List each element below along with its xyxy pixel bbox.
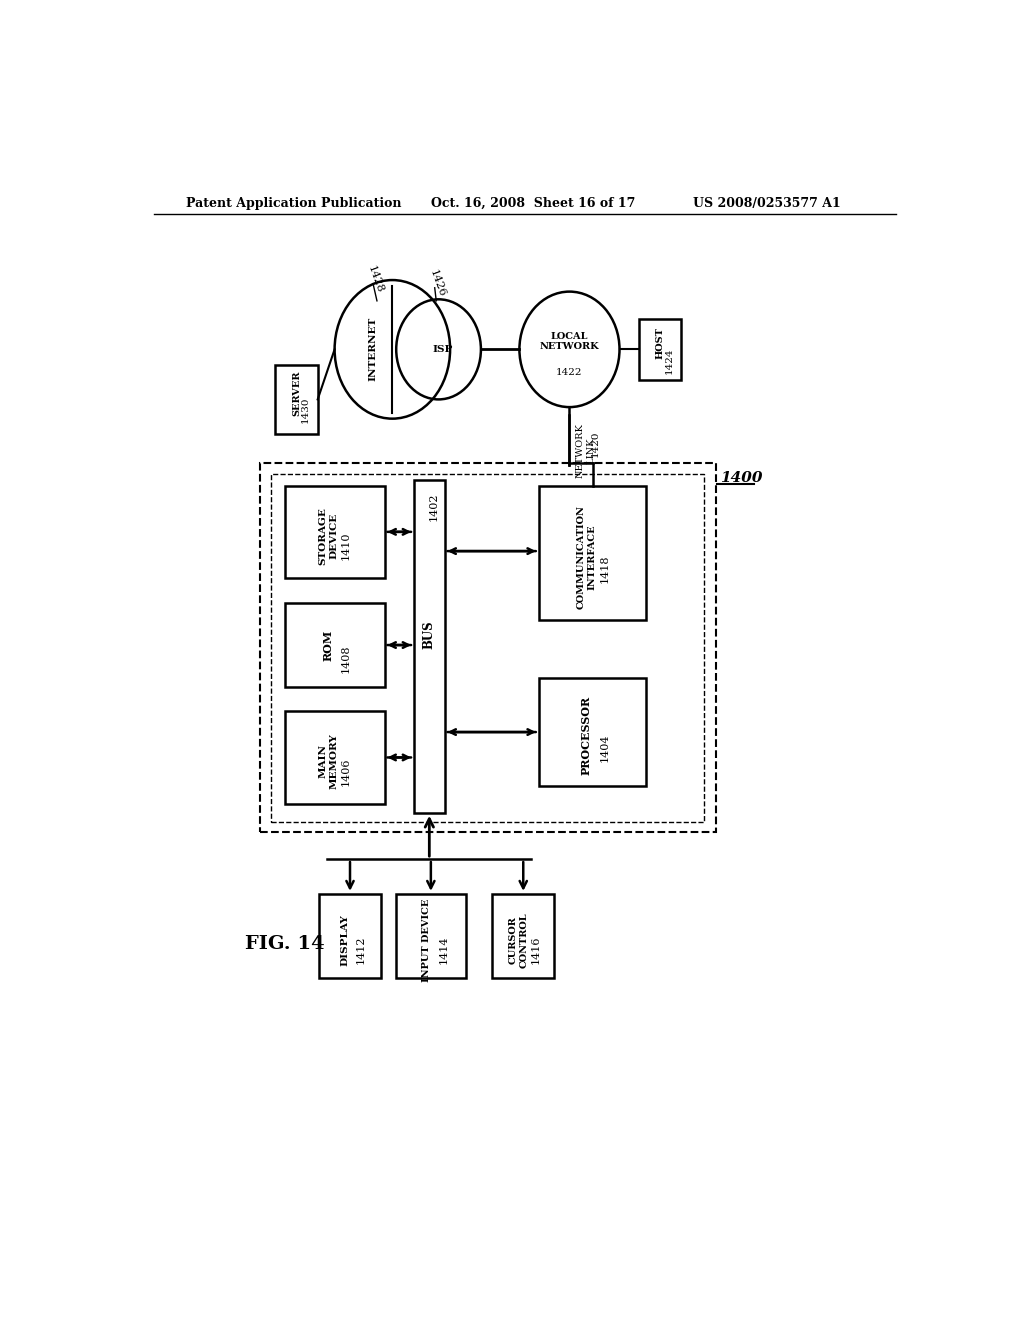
Text: LOCAL
NETWORK: LOCAL NETWORK: [540, 331, 599, 351]
Text: SERVER: SERVER: [292, 371, 301, 416]
Text: 1416: 1416: [530, 936, 541, 964]
Text: COMMUNICATION
INTERFACE: COMMUNICATION INTERFACE: [577, 506, 596, 609]
Text: MAIN
MEMORY: MAIN MEMORY: [318, 734, 338, 789]
Text: 1426: 1426: [427, 268, 446, 298]
Text: 1400: 1400: [720, 471, 762, 484]
Bar: [396, 894, 466, 978]
Bar: [260, 462, 716, 832]
Bar: [275, 364, 317, 434]
Text: US 2008/0253577 A1: US 2008/0253577 A1: [692, 197, 841, 210]
Text: 1424: 1424: [665, 347, 674, 374]
Bar: [414, 480, 444, 813]
Text: 1430: 1430: [301, 397, 310, 424]
Text: STORAGE
DEVICE: STORAGE DEVICE: [318, 507, 338, 565]
Bar: [493, 894, 554, 978]
Text: INPUT DEVICE: INPUT DEVICE: [422, 899, 431, 982]
Bar: [270, 474, 705, 822]
Text: 1410: 1410: [340, 532, 350, 560]
Bar: [285, 603, 385, 688]
Bar: [639, 318, 681, 380]
Text: 1414: 1414: [438, 936, 449, 964]
Text: 1428: 1428: [366, 264, 385, 294]
Text: CURSOR
CONTROL: CURSOR CONTROL: [509, 912, 528, 968]
Bar: [285, 711, 385, 804]
Text: ISP: ISP: [432, 345, 453, 354]
Text: DISPLAY: DISPLAY: [341, 913, 350, 966]
Text: 1408: 1408: [340, 644, 350, 673]
Bar: [319, 894, 381, 978]
Text: ROM: ROM: [323, 630, 334, 661]
Text: 1404: 1404: [600, 733, 610, 762]
Bar: [539, 678, 646, 785]
Text: PROCESSOR: PROCESSOR: [581, 697, 592, 775]
Text: BUS: BUS: [423, 620, 436, 649]
Text: 1406: 1406: [340, 758, 350, 785]
Text: 1412: 1412: [355, 936, 366, 964]
Bar: [285, 486, 385, 578]
Bar: [539, 486, 646, 620]
Text: Patent Application Publication: Patent Application Publication: [186, 197, 401, 210]
Text: HOST: HOST: [655, 327, 665, 359]
Text: 1420: 1420: [591, 430, 600, 457]
Text: 1422: 1422: [556, 368, 583, 378]
Text: FIG. 14: FIG. 14: [245, 935, 325, 953]
Text: 1418: 1418: [600, 554, 610, 582]
Text: 1402: 1402: [428, 492, 438, 521]
Text: Oct. 16, 2008  Sheet 16 of 17: Oct. 16, 2008 Sheet 16 of 17: [431, 197, 635, 210]
Text: NETWORK
LINK: NETWORK LINK: [575, 424, 595, 478]
Text: INTERNET: INTERNET: [369, 317, 378, 381]
